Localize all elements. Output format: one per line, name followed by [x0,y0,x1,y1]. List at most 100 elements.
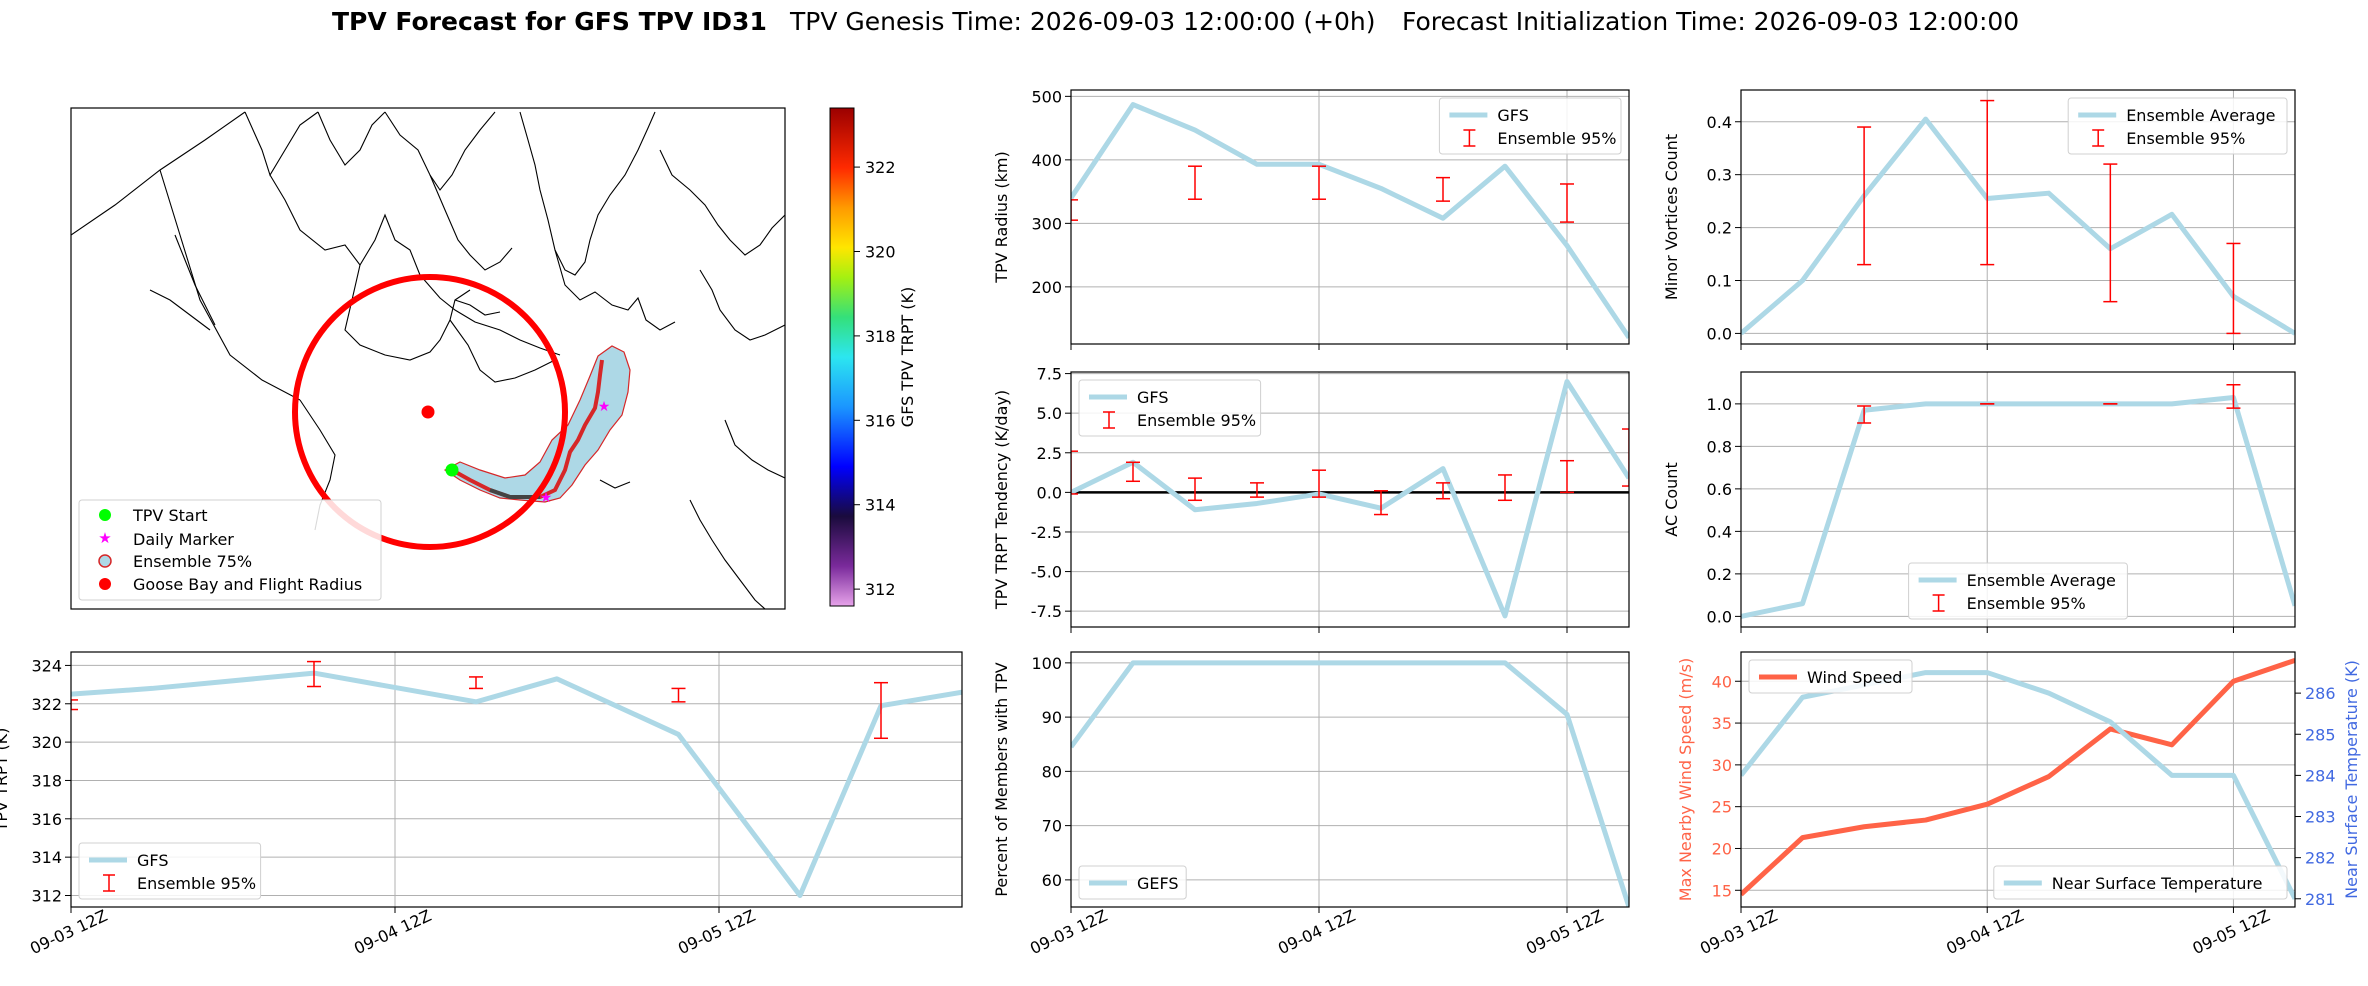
y-tick-label: -2.5 [1031,523,1062,542]
y-tick-label: 500 [1031,87,1062,106]
series-line-gfs [1071,102,1629,340]
y-tick-label: 90 [1042,708,1062,727]
y-tick-label: -7.5 [1031,602,1062,621]
y-right-tick-label: 285 [2305,725,2336,744]
colorbar-tick-label: 316 [865,411,896,430]
axes-frame [1740,651,2296,908]
y-tick-label: 0.1 [1707,272,1732,291]
map-flight-radius [292,274,568,550]
y-tick-label: 322 [31,695,62,714]
map-tpv-start-marker [445,463,459,477]
legend-box [1078,865,1187,900]
chart-legend: GFS Ensemble 95% [1078,379,1262,437]
legend-goose-bay: Goose Bay and Flight Radius [133,575,362,594]
y-tick-label: 312 [31,886,62,905]
y-right-axis-label: Near Surface Temperature (K) [2342,660,2361,899]
y-axis-label: TPV TRPT (K) [0,728,11,833]
legend-label: Ensemble 95% [1497,129,1616,148]
y-tick-label: 5.0 [1037,404,1062,423]
y-tick-label: 320 [31,733,62,752]
legend-daily-marker: Daily Marker [133,530,234,549]
map-panel: ★ ★ TPV Start ★ Daily Marker Ensemble 75… [70,107,917,610]
plot-area [1071,379,1629,619]
legend-tpv-start: TPV Start [132,506,208,525]
chart-legend: GFS Ensemble 95% [1438,97,1622,155]
legend-box [1748,659,1913,694]
y-axis-label: AC Count [1662,462,1681,536]
plot-area [71,660,962,898]
axes-frame [70,651,963,908]
y-tick-label: 0.3 [1707,166,1732,185]
chart-legend: Near Surface Temperature [1993,865,2288,900]
x-tick-label: 09-04 12Z [351,906,434,958]
legend-label: GEFS [1137,874,1179,893]
legend-ensemble-75-icon [98,554,112,568]
legend-daily-marker-icon: ★ [98,529,111,547]
chart-legend: Ensemble Average Ensemble 95% [1908,562,2128,620]
figure-title: TPV Forecast for GFS TPV ID31 [332,7,767,36]
legend-box [1438,97,1622,155]
y-tick-label: 1.0 [1707,395,1732,414]
y-axis-label: TPV TRPT Tendency (K/day) [992,390,1011,610]
x-tick-label: 09-04 12Z [1943,906,2026,958]
legend-ensemble-75: Ensemble 75% [133,552,252,571]
chart-tpv-radius: 500 400 300 200 TPV Radius (km) GFS Ensemble 9… [992,87,1630,350]
map-daily-marker: ★ [540,490,553,506]
y-tick-label: 324 [31,656,62,675]
axes-frame [1740,371,2296,628]
plot-area [1741,99,2295,336]
colorbar-tick-label: 314 [865,496,896,515]
legend-label: GFS [137,851,168,870]
y-tick-label: 0.2 [1707,565,1732,584]
colorbar-label: GFS TPV TRPT (K) [898,287,917,427]
y-tick-label: 40 [1712,672,1732,691]
series-line-gefs [1071,660,1629,907]
y-right-tick-label: 286 [2305,684,2336,703]
y-tick-label: 70 [1042,817,1062,836]
legend-label: Ensemble 95% [2126,129,2245,148]
legend-box [1078,379,1262,437]
y-tick-label: 200 [1031,278,1062,297]
y-tick-label: 314 [31,848,62,867]
x-tick-label: 09-05 12Z [1523,906,1606,958]
y-tick-label: 7.5 [1037,365,1062,384]
axes-frame [1740,89,2296,345]
x-tick-label: 09-03 12Z [27,906,110,958]
axes-frame [1070,651,1630,908]
y-axis-label: TPV Radius (km) [992,151,1011,284]
x-tick-label: 09-04 12Z [1275,906,1358,958]
chart-minor-vortices: 0.4 0.3 0.2 0.1 0.0 Minor Vortices Count Ensem… [1662,89,2296,350]
plot-area [1071,660,1629,907]
legend-tpv-start-icon [99,509,111,521]
chart-percent-members: 100 90 80 70 60 09-03 12Z 09-04 12Z 09-05 12Z Pe… [992,651,1630,958]
y-tick-label: 0.4 [1707,113,1732,132]
colorbar-tick-label: 312 [865,580,896,599]
series-line-ensemble-average [1741,116,2295,336]
y-tick-label: 0.8 [1707,437,1732,456]
y-tick-label: 0.0 [1707,607,1732,626]
y-tick-label: 0.2 [1707,219,1732,238]
figure-genesis-time: TPV Genesis Time: 2026-09-03 12:00:00 (+… [789,7,1376,36]
x-tick-label: 09-03 12Z [1697,906,1780,958]
series-line-wind-speed [1741,657,2295,897]
y-tick-label: 15 [1712,881,1732,900]
chart-legend: GEFS [1078,865,1187,900]
series-line-gfs [1071,379,1629,619]
legend-label: Ensemble 95% [1137,411,1256,430]
y-tick-label: 80 [1042,762,1062,781]
y-tick-label: 0.0 [1037,483,1062,502]
x-tick-label: 09-05 12Z [2190,906,2273,958]
chart-trpt-tendency: 7.5 5.0 2.5 0.0 -2.5 -5.0 -7.5 TPV TRPT Tendenc… [992,365,1630,633]
plot-area [1741,657,2295,900]
y-axis-label: Percent of Members with TPV [992,662,1011,896]
legend-label: GFS [1497,106,1528,125]
map-colorbar: 322 320 318 316 314 312 GFS TPV TRPT (K) [829,107,917,607]
y-tick-label: 318 [31,771,62,790]
chart-ac-count: 1.0 0.8 0.6 0.4 0.2 0.0 AC Count Ensemble Avera… [1662,371,2296,633]
y-axis-label: Max Nearby Wind Speed (m/s) [1676,658,1695,901]
colorbar-tick-label: 322 [865,158,896,177]
y-tick-label: 35 [1712,714,1732,733]
legend-goose-bay-icon [99,578,111,590]
y-axis-label: Minor Vortices Count [1662,134,1681,300]
